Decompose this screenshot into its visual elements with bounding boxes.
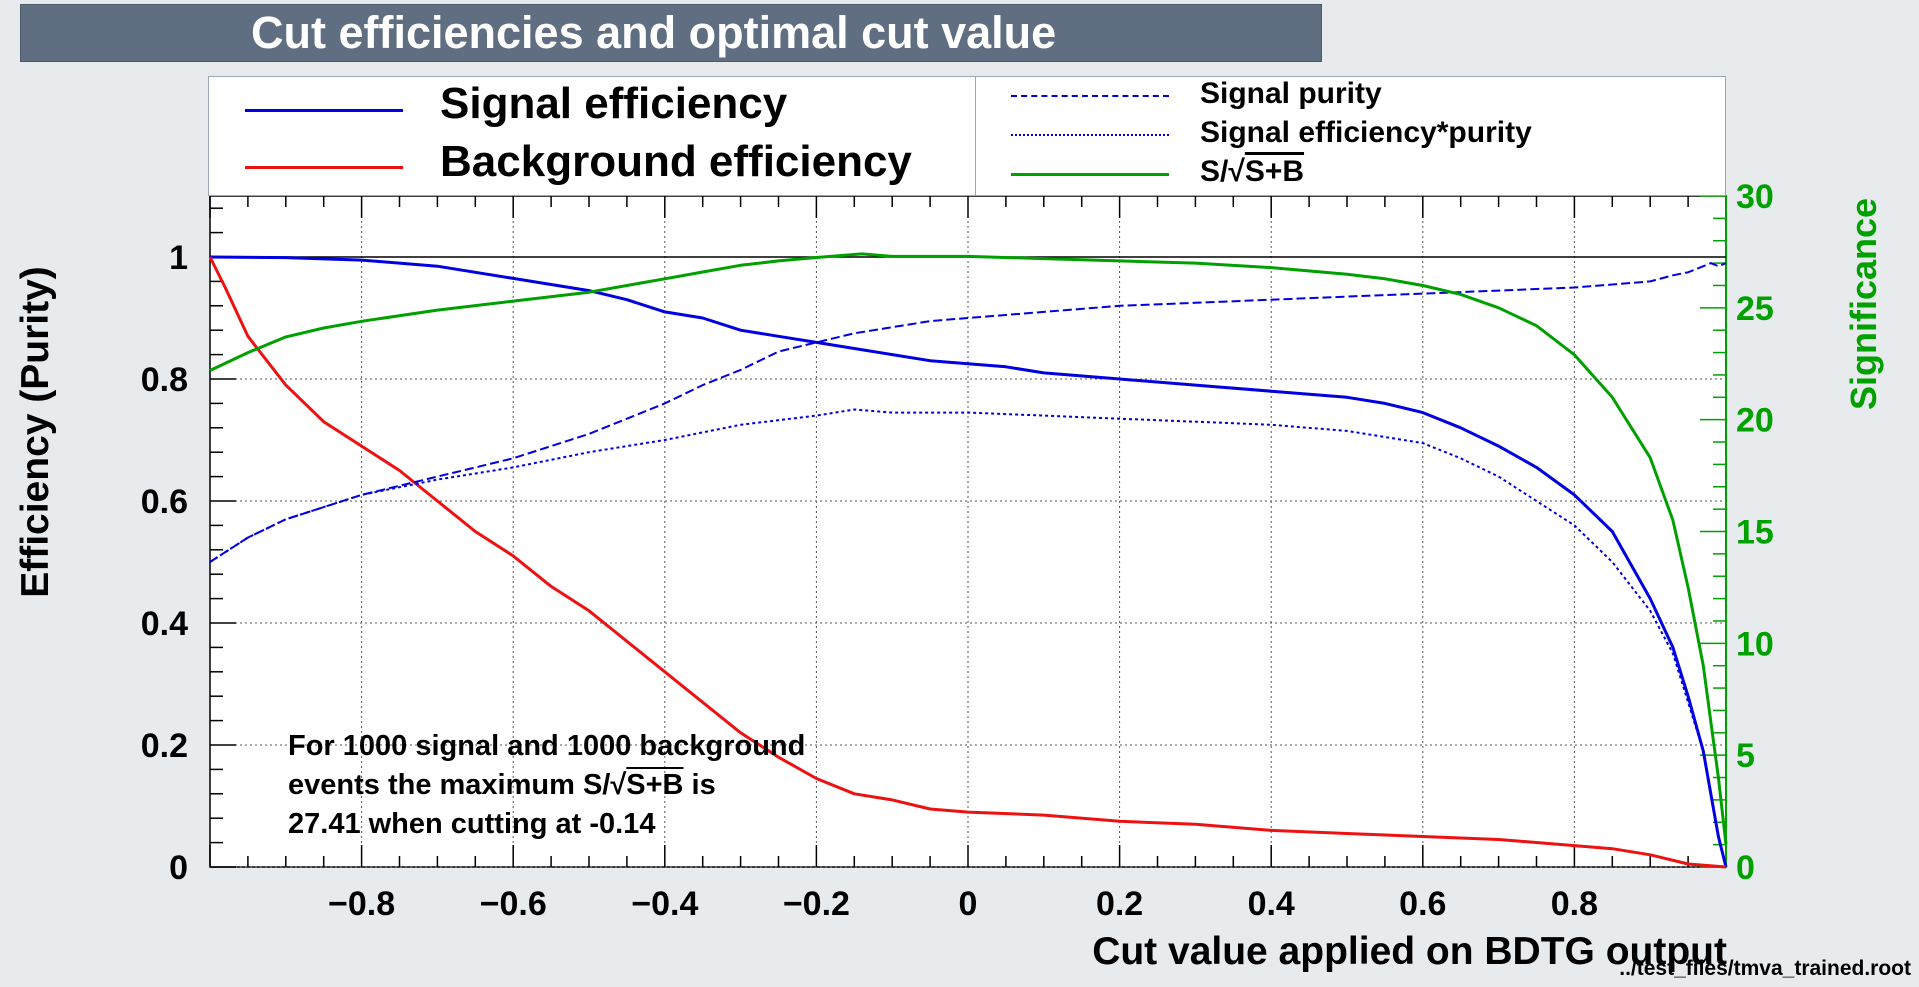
annotation-line-2-suffix: is (683, 769, 716, 801)
x-tick-label: −0.8 (328, 885, 395, 923)
x-tick-label: 0 (959, 885, 978, 923)
signal-efficiency-line (209, 255, 1728, 868)
y-tick-label: 0.4 (141, 605, 188, 643)
legend-swatch-significance (1011, 173, 1169, 176)
legend-label-background-efficiency: Background efficiency (440, 137, 912, 186)
series-layer (208, 252, 1728, 869)
legend-swatch-signal-eff-purity (1011, 134, 1169, 136)
x-tick-label: 0.8 (1551, 885, 1598, 923)
significance-prefix: S/ (1200, 155, 1229, 188)
legend-label-significance: S/√S+B (1200, 155, 1304, 189)
y2-tick-label: 0 (1736, 849, 1755, 887)
x-tick-label: 0.4 (1248, 885, 1295, 923)
y2-tick-label: 25 (1736, 290, 1774, 328)
background-efficiency-line (208, 256, 1727, 869)
legend-label-signal-eff-purity: Signal efficiency*purity (1200, 116, 1532, 149)
annotation-line-2-root: S+B (626, 769, 684, 801)
y-tick-label: 1 (169, 239, 188, 277)
tick-labels: −0.8 −0.6 −0.4 −0.2 0 0.2 0.4 0.6 0.8 0 0.2 0.4 0.6 0… (141, 178, 1774, 923)
annotation-line-2: events the maximum S/√S+B is (288, 769, 716, 802)
legend-label-signal-purity: Signal purity (1200, 77, 1382, 110)
legend-label-signal-efficiency: Signal efficiency (440, 79, 788, 128)
legend-swatch-signal-efficiency (245, 109, 403, 112)
significance-root: S+B (1244, 155, 1305, 188)
sqrt-symbol: √ (1228, 155, 1245, 188)
y-tick-label: 0 (169, 849, 188, 887)
y-tick-label: 0.8 (141, 361, 188, 399)
annotation-line-2-prefix: events the maximum S/ (288, 769, 611, 801)
sqrt-symbol: √ (610, 769, 627, 801)
grid (210, 196, 1726, 868)
y2-axis-title: Significance (1843, 197, 1884, 411)
legend-swatch-signal-purity (1011, 95, 1169, 97)
legend-divider (975, 77, 976, 195)
y2-tick-label: 15 (1736, 514, 1774, 552)
signal-purity-line (209, 262, 1727, 563)
y2-tick-label: 30 (1736, 178, 1774, 216)
file-label: ../test_files/tmva_trained.root (1619, 957, 1911, 980)
significance-line (209, 252, 1728, 845)
y-tick-label: 0.2 (141, 727, 188, 765)
y2-tick-label: 20 (1736, 402, 1774, 440)
annotation-line-3: 27.41 when cutting at -0.14 (288, 808, 656, 840)
chart-title: Cut efficiencies and optimal cut value (251, 7, 1057, 58)
x-tick-label: −0.2 (783, 885, 850, 923)
annotation-line-1: For 1000 signal and 1000 background (288, 730, 806, 762)
y-tick-label: 0.6 (141, 483, 188, 521)
y-axis-title: Efficiency (Purity) (14, 266, 57, 598)
title-box: Cut efficiencies and optimal cut value (20, 4, 1322, 62)
x-tick-label: 0.2 (1096, 885, 1143, 923)
x-tick-label: −0.6 (480, 885, 547, 923)
legend: Signal efficiency Background efficiency … (208, 76, 1726, 196)
y2-tick-label: 10 (1736, 625, 1774, 663)
x-tick-label: −0.4 (631, 885, 698, 923)
x-axis-title: Cut value applied on BDTG output (1092, 930, 1727, 973)
x-tick-label: 0.6 (1399, 885, 1446, 923)
legend-swatch-background-efficiency (245, 166, 403, 169)
y2-tick-label: 5 (1736, 737, 1755, 775)
